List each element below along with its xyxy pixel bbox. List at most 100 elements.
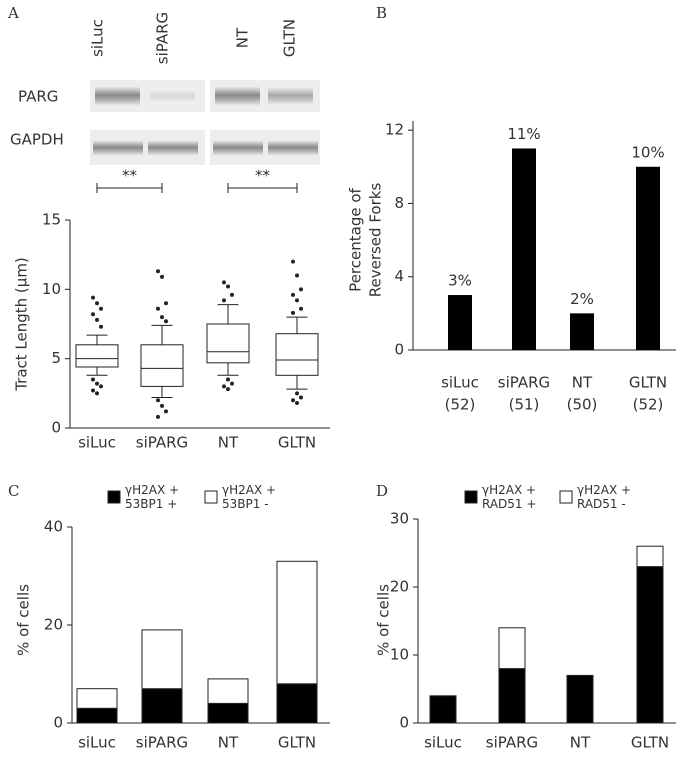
outlier	[156, 306, 160, 311]
y-axis-label: % of cells	[375, 584, 393, 656]
bar-segment	[276, 560, 318, 685]
outlier	[230, 381, 234, 386]
y-tick-label: 10	[390, 646, 409, 664]
outlier	[99, 324, 103, 329]
bar-segment	[141, 688, 183, 724]
y-tick-label: 0	[394, 341, 404, 359]
legend-label: γH2AX + RAD51 -	[577, 483, 632, 511]
legend-label: γH2AX + 53BP1 +	[125, 483, 180, 511]
blot-band	[268, 140, 318, 156]
x-tick-label: NT	[218, 734, 239, 752]
legend-swatch	[204, 490, 218, 504]
outlier	[291, 398, 295, 403]
panel-letter: B	[376, 4, 387, 22]
x-tick-count: (52)	[633, 396, 664, 414]
panel-letter: A	[7, 4, 19, 22]
value-label: 11%	[507, 125, 540, 143]
significance-label: **	[122, 167, 138, 185]
y-axis-label: Percentage of	[347, 187, 365, 291]
outlier	[226, 377, 230, 382]
outlier	[291, 259, 295, 264]
outlier	[299, 395, 303, 400]
blot-band	[213, 140, 263, 156]
outlier	[291, 310, 295, 315]
y-tick-label: 0	[399, 714, 409, 732]
bar-segment	[276, 683, 318, 724]
bar-segment	[636, 545, 664, 568]
y-axis-label: Tract Length (μm)	[13, 257, 31, 392]
outlier	[291, 292, 295, 297]
outlier	[160, 403, 164, 408]
panel-letter: D	[376, 482, 388, 500]
blot	[90, 80, 320, 165]
outlier	[156, 398, 160, 403]
y-tick-label: 20	[390, 578, 409, 596]
bar-segment	[566, 674, 594, 724]
x-tick-label: siLuc	[441, 374, 479, 392]
legend-swatch	[107, 490, 121, 504]
x-tick-label: GLTN	[631, 734, 669, 752]
x-tick-label: NT	[218, 434, 239, 452]
outlier	[99, 384, 103, 389]
bar-segment	[76, 707, 118, 724]
y-tick-label: 12	[385, 121, 404, 139]
outlier	[230, 292, 234, 297]
bar	[636, 166, 660, 350]
x-tick-label: GLTN	[629, 374, 667, 392]
y-tick-label: 10	[42, 280, 61, 298]
outlier	[226, 284, 230, 289]
bar-segment	[207, 678, 249, 704]
outlier	[95, 381, 99, 386]
lane-label: NT	[234, 27, 252, 48]
x-tick-label: siPARG	[486, 734, 538, 752]
x-tick-count: (50)	[567, 396, 598, 414]
significance-label: **	[255, 167, 271, 185]
outlier	[95, 317, 99, 322]
y-tick-label: 30	[390, 510, 409, 528]
bar	[570, 313, 594, 350]
blot-band	[268, 87, 313, 105]
outlier	[295, 273, 299, 278]
box	[206, 323, 250, 364]
outlier	[164, 409, 168, 414]
x-tick-label: siPARG	[136, 434, 188, 452]
outlier	[295, 391, 299, 396]
y-axis-label: % of cells	[15, 584, 33, 656]
bar-segment	[636, 566, 664, 724]
bar	[512, 148, 536, 350]
y-tick-label: 4	[394, 267, 404, 285]
lane-label: siLuc	[89, 19, 107, 57]
x-tick-label: siPARG	[136, 734, 188, 752]
outlier	[95, 301, 99, 306]
x-tick-label: siLuc	[78, 734, 116, 752]
y-tick-label: 15	[42, 211, 61, 229]
outlier	[222, 384, 226, 389]
outlier	[299, 306, 303, 311]
outlier	[156, 269, 160, 274]
x-tick-label: GLTN	[278, 734, 316, 752]
outlier	[156, 414, 160, 419]
outlier	[164, 301, 168, 306]
x-tick-count: (52)	[445, 396, 476, 414]
outlier	[295, 298, 299, 303]
x-tick-label: siLuc	[424, 734, 462, 752]
value-label: 3%	[448, 272, 472, 290]
box	[75, 344, 119, 368]
outlier	[91, 388, 95, 393]
y-tick-label: 0	[51, 419, 61, 437]
significance-bracket	[96, 183, 163, 193]
x-tick-label: siLuc	[78, 434, 116, 452]
legend-item: γH2AX + 53BP1 +	[125, 483, 180, 511]
blot-band	[93, 140, 143, 156]
y-axis-label: Reversed Forks	[367, 183, 385, 298]
x-tick-label: siPARG	[498, 374, 550, 392]
blot-band	[95, 86, 140, 106]
legend-label: γH2AX + RAD51 +	[482, 483, 537, 511]
y-tick-label: 8	[394, 194, 404, 212]
outlier	[91, 295, 95, 300]
legend-item: γH2AX + RAD51 -	[577, 483, 632, 511]
panel-letter: C	[8, 482, 19, 500]
outlier	[299, 287, 303, 292]
legend-item: γH2AX + 53BP1 -	[222, 483, 276, 511]
outlier	[164, 319, 168, 324]
